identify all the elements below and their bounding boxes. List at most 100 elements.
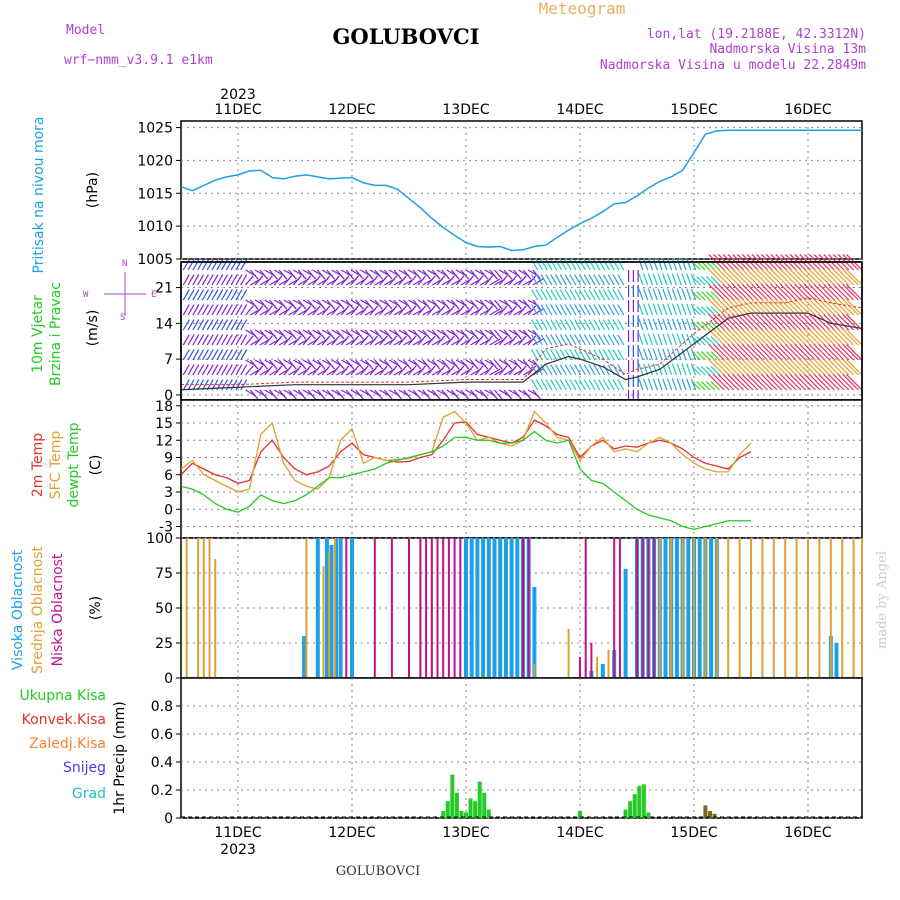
wind-barb (643, 273, 649, 286)
low-cloud-bar (408, 538, 410, 678)
wind-barb (686, 348, 692, 361)
wind-barb (441, 329, 451, 340)
wind-barb (588, 349, 596, 361)
wind-barb (823, 314, 840, 331)
wind-barb (259, 299, 269, 310)
mid-cloud-bar (328, 552, 331, 678)
gust-line (181, 297, 863, 386)
wind-barb (422, 299, 431, 310)
wind-barb (216, 349, 224, 361)
wind-barb (732, 269, 749, 286)
wind-barb (359, 365, 369, 376)
wind-barb (216, 319, 224, 331)
wind-barb (662, 333, 668, 346)
wind-barb (804, 359, 821, 376)
wind-barb (574, 364, 582, 376)
y-tick-label: 0 (164, 502, 173, 518)
wind-barb (701, 291, 711, 301)
wind-barb (455, 365, 465, 376)
wind-barb (842, 269, 859, 286)
wind-barb (302, 305, 312, 316)
wind-barb (225, 304, 233, 316)
wind-barb (751, 299, 768, 316)
mid-cloud-bar (305, 538, 308, 678)
wind-barb (383, 299, 393, 310)
low-cloud-bar (527, 538, 530, 678)
wind-barb (283, 275, 293, 286)
wind-barb (617, 274, 625, 286)
compass-w: W (83, 290, 89, 300)
wind-barb (559, 304, 567, 316)
wind-barb (598, 319, 606, 331)
bottom-day-axis: 11DEC 12DEC 13DEC 14DEC 15DEC 16DEC (214, 825, 831, 841)
wind-barb (288, 299, 297, 310)
wind-barb (722, 269, 740, 286)
wind-barb (588, 289, 596, 301)
wind-barb (465, 335, 474, 346)
wind-barb (784, 314, 802, 331)
wind-barb (569, 379, 577, 391)
wind-barb (813, 359, 831, 376)
wind-barb (828, 314, 845, 331)
wind-barb (417, 305, 427, 316)
wind-barb (374, 389, 383, 400)
wind-barb (559, 364, 567, 376)
wind-barb (221, 364, 229, 376)
wind-barb (345, 359, 355, 370)
wind-barb (794, 329, 811, 346)
precip-bar (712, 813, 717, 818)
wind-barb (598, 289, 606, 301)
mid-cloud-bar (715, 538, 718, 678)
sfc-temp-ylabel: SFC Temp (48, 431, 64, 500)
wind-barb (264, 305, 273, 316)
wind-barb (612, 289, 620, 301)
wind-barb (705, 291, 716, 301)
wind-barb (531, 364, 539, 376)
wind-barb (799, 374, 816, 391)
mid-cloud-bar (818, 538, 821, 678)
wind-barb (422, 269, 431, 280)
wind-barb (417, 335, 427, 346)
wind-barb (780, 284, 797, 301)
wind-barb (746, 329, 764, 346)
wind-barb (545, 334, 553, 346)
wind-barb (808, 329, 826, 346)
wind-barb (355, 389, 364, 400)
wind-barb (696, 276, 706, 286)
wind-barb (340, 335, 350, 346)
compass-n: N (122, 259, 127, 269)
wind-speed-line (180, 312, 863, 391)
temp2m-line (180, 419, 752, 485)
wind-barb (383, 359, 393, 370)
wind-arrows (182, 254, 863, 402)
wind-barb (470, 269, 479, 280)
wind-barb (705, 306, 716, 316)
wind-barb (837, 299, 855, 316)
y-tick-label: 0 (164, 671, 173, 687)
wind-barb (737, 299, 754, 316)
wind-barb (676, 378, 682, 391)
wind-barb (513, 269, 522, 280)
wind-barb (828, 269, 845, 286)
wind-barb (662, 378, 668, 391)
wind-barb (666, 348, 673, 361)
wind-barb (701, 276, 711, 286)
wind-barb (192, 289, 200, 301)
mid-cloud-bar (567, 629, 570, 678)
wind-barb (686, 303, 692, 316)
precip-bar (707, 811, 712, 818)
wind-barb (513, 299, 522, 310)
wind-barb (842, 284, 859, 301)
precip-bar (459, 811, 464, 818)
wind-barb (398, 365, 407, 376)
wind-barb (652, 378, 658, 391)
wind-barb (455, 275, 465, 286)
wind-barb (269, 359, 278, 370)
wind-barb (201, 319, 209, 331)
wind-barb (470, 299, 479, 310)
wind-barb (369, 335, 379, 346)
wind-barb (804, 284, 821, 301)
wind-barb (722, 329, 740, 346)
wind-barb (578, 289, 586, 301)
low-cloud-bar (425, 538, 428, 678)
